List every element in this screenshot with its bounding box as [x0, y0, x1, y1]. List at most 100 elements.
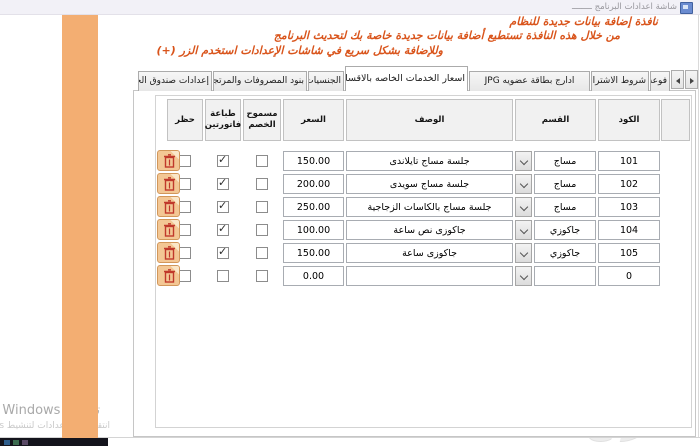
- block-checkbox[interactable]: [179, 178, 191, 190]
- code-field[interactable]: 104: [598, 220, 660, 240]
- window-title: شاشة اعدادات البرنامج ــــــــ: [571, 2, 677, 12]
- block-checkbox[interactable]: [179, 270, 191, 282]
- tab-partial[interactable]: فوعه: [650, 71, 670, 91]
- trash-icon: [164, 246, 175, 260]
- table-row: 102 مساج جلسة مساج سويدى 200.00: [156, 173, 693, 194]
- tab-scroll-left-button[interactable]: [671, 70, 684, 89]
- price-field[interactable]: 250.00: [283, 197, 344, 217]
- section-field[interactable]: [534, 266, 596, 286]
- price-field[interactable]: 100.00: [283, 220, 344, 240]
- header-description: الوصف: [346, 99, 513, 141]
- taskbar-icon: [22, 439, 28, 445]
- tab-services-prices-active[interactable]: اسعار الخدمات الخاصه بالاقسام الاخرى: [345, 66, 468, 91]
- delete-row-button[interactable]: [157, 265, 180, 286]
- discount-allowed-checkbox[interactable]: [256, 201, 268, 213]
- block-checkbox[interactable]: [179, 201, 191, 213]
- delete-row-button[interactable]: [157, 196, 180, 217]
- table-row: 104 جاكوزي جاكوزى نص ساعة 100.00: [156, 219, 693, 240]
- window-right-border: [698, 14, 699, 437]
- table-row: 101 مساج جلسة مساج تايلاندى 150.00: [156, 150, 693, 171]
- header-filler: [661, 99, 690, 141]
- window-bottom-border: [0, 437, 700, 438]
- tab-scroll-buttons: [671, 70, 698, 89]
- intro-description: من خلال هذه النافذة تستطيع أضافة بيانات …: [273, 29, 620, 42]
- section-dropdown-button[interactable]: [515, 197, 532, 217]
- tab-strip: فوعه شروط الاشتراك ادارج بطاقة عضويه JPG…: [130, 66, 670, 91]
- discount-allowed-checkbox[interactable]: [256, 224, 268, 236]
- delete-row-button[interactable]: [157, 219, 180, 240]
- section-field[interactable]: مساج: [534, 197, 596, 217]
- activate-windows-subtext: انتقل إلى الإعدادات لتنشيط Windows.: [0, 421, 110, 431]
- print-invoices-checkbox[interactable]: [217, 245, 229, 259]
- tab-membership-card-jpg[interactable]: ادارج بطاقة عضويه JPG: [469, 71, 590, 91]
- left-arrow-icon: [676, 78, 680, 84]
- section-dropdown-button[interactable]: [515, 220, 532, 240]
- window-icon: [680, 2, 693, 14]
- description-field[interactable]: جلسة مساج بالكاسات الزجاجية: [346, 197, 513, 217]
- section-field[interactable]: جاكوزي: [534, 243, 596, 263]
- section-dropdown-button[interactable]: [515, 174, 532, 194]
- intro-hint: وللإضافة بشكل سريع في شاشات الإعدادات اس…: [156, 44, 443, 57]
- code-field[interactable]: 105: [598, 243, 660, 263]
- code-field[interactable]: 0: [598, 266, 660, 286]
- discount-allowed-checkbox[interactable]: [256, 270, 268, 282]
- print-invoices-checkbox[interactable]: [217, 199, 229, 213]
- code-field[interactable]: 102: [598, 174, 660, 194]
- section-field[interactable]: مساج: [534, 151, 596, 171]
- header-block: حظر: [167, 99, 203, 141]
- description-field[interactable]: جلسة مساج تايلاندى: [346, 151, 513, 171]
- description-field[interactable]: جلسة مساج سويدى: [346, 174, 513, 194]
- trash-icon: [164, 223, 175, 237]
- price-field[interactable]: 150.00: [283, 151, 344, 171]
- trash-icon: [164, 269, 175, 283]
- section-field[interactable]: مساج: [534, 174, 596, 194]
- services-table: الكود القسم الوصف السعر مسموح الخصم طباع…: [155, 95, 692, 428]
- taskbar-icon: [13, 439, 19, 445]
- price-field[interactable]: 200.00: [283, 174, 344, 194]
- tab-subscription-terms[interactable]: شروط الاشتراك: [591, 71, 649, 91]
- section-dropdown-button[interactable]: [515, 243, 532, 263]
- taskbar-fragment: [0, 438, 108, 446]
- description-field[interactable]: [346, 266, 513, 286]
- price-field[interactable]: 0.00: [283, 266, 344, 286]
- tab-cashbox-settings[interactable]: إعدادات صندوق الخاصة: [138, 71, 212, 91]
- trash-icon: [164, 200, 175, 214]
- discount-allowed-checkbox[interactable]: [256, 155, 268, 167]
- code-field[interactable]: 101: [598, 151, 660, 171]
- tab-scroll-right-button[interactable]: [685, 70, 698, 89]
- header-print-invoices: طباعة فاتورتين: [205, 99, 241, 141]
- discount-allowed-checkbox[interactable]: [256, 247, 268, 259]
- delete-row-button[interactable]: [157, 242, 180, 263]
- trash-icon: [164, 177, 175, 191]
- print-invoices-checkbox[interactable]: [217, 153, 229, 167]
- header-price: السعر: [283, 99, 344, 141]
- section-dropdown-button[interactable]: [515, 151, 532, 171]
- tab-expenses-returns[interactable]: بنود المصروفات والمرتجعات: [213, 71, 307, 91]
- section-field[interactable]: جاكوزي: [534, 220, 596, 240]
- header-section: القسم: [515, 99, 596, 141]
- block-checkbox[interactable]: [179, 155, 191, 167]
- code-field[interactable]: 103: [598, 197, 660, 217]
- table-row-new: 0 0.00: [156, 265, 693, 286]
- trash-icon: [164, 154, 175, 168]
- print-invoices-checkbox[interactable]: [217, 222, 229, 236]
- print-invoices-checkbox[interactable]: [217, 176, 229, 190]
- taskbar-icon: [4, 439, 10, 445]
- side-accent-strip: [62, 14, 98, 438]
- header-code: الكود: [598, 99, 660, 141]
- block-checkbox[interactable]: [179, 224, 191, 236]
- tab-nationalities[interactable]: الجنسيات: [308, 71, 344, 91]
- discount-allowed-checkbox[interactable]: [256, 178, 268, 190]
- right-arrow-icon: [690, 78, 694, 84]
- delete-row-button[interactable]: [157, 150, 180, 171]
- table-row: 103 مساج جلسة مساج بالكاسات الزجاجية 250…: [156, 196, 693, 217]
- print-invoices-checkbox[interactable]: [217, 270, 229, 282]
- table-row: 105 جاكوزي جاكوزى ساعة 150.00: [156, 242, 693, 263]
- description-field[interactable]: جاكوزى ساعة: [346, 243, 513, 263]
- description-field[interactable]: جاكوزى نص ساعة: [346, 220, 513, 240]
- price-field[interactable]: 150.00: [283, 243, 344, 263]
- delete-row-button[interactable]: [157, 173, 180, 194]
- section-dropdown-button[interactable]: [515, 266, 532, 286]
- block-checkbox[interactable]: [179, 247, 191, 259]
